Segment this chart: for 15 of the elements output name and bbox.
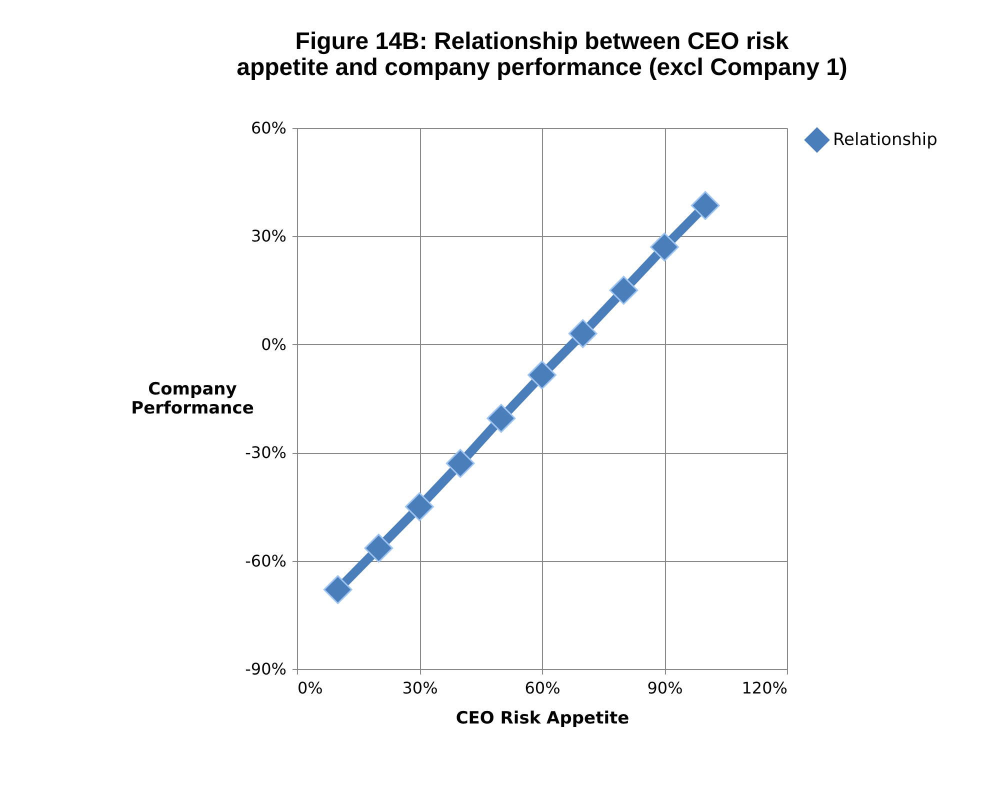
x-tick-label: 0% [298, 678, 323, 698]
x-tick-label: 90% [647, 678, 683, 698]
y-tick-label: 60% [250, 118, 286, 138]
y-axis-title: Company Performance [131, 380, 254, 418]
y-tick-label: -60% [245, 551, 286, 570]
y-tick-label: 30% [250, 226, 286, 246]
y-tick-label: -30% [245, 443, 286, 462]
x-tick-label: 60% [524, 678, 560, 698]
y-tick-label: -90% [245, 660, 286, 678]
x-tick-label: 30% [402, 678, 438, 698]
chart-title: Figure 14B: Relationship between CEO risk appetite and company performance (excl Company 1) [236, 28, 848, 81]
legend-label: Relationship [833, 130, 938, 150]
x-tick-label: 120% [742, 678, 788, 698]
x-axis-title: CEO Risk Appetite [456, 708, 630, 728]
y-tick-label: 0% [261, 334, 286, 354]
